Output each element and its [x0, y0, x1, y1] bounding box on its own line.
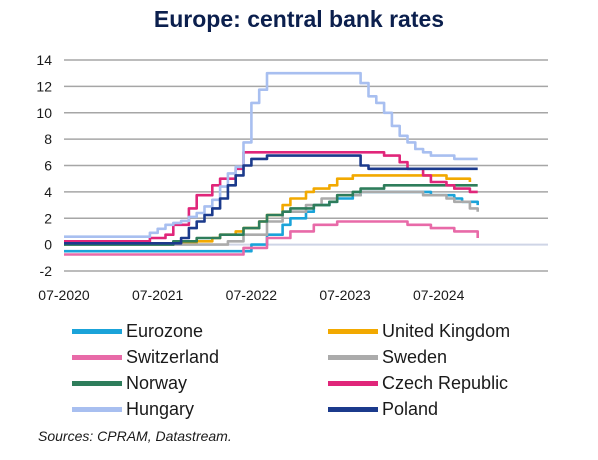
legend: Eurozone United Kingdom Switzerland Sweden N… [0, 318, 598, 428]
legend-label: Switzerland [126, 346, 220, 367]
legend-item: Czech Republic [328, 370, 508, 396]
y-tick-label: 4 [44, 184, 52, 200]
legend-label: Poland [382, 398, 439, 419]
y-tick-label: 6 [44, 158, 52, 174]
legend-item: Switzerland [72, 344, 219, 370]
legend-item: Poland [328, 396, 438, 422]
series-line-hungary [64, 71, 478, 238]
series-line-poland [64, 154, 478, 245]
y-tick-label: 10 [36, 105, 52, 121]
series-line-switzerland [64, 220, 480, 256]
x-tick-label: 07-2020 [38, 287, 90, 303]
y-tick-label: 0 [44, 237, 52, 253]
x-tick-label: 07-2023 [319, 287, 371, 303]
y-tick-label: -2 [40, 263, 53, 279]
legend-item: Norway [72, 370, 187, 396]
legend-swatch [328, 380, 378, 386]
rates-chart: -2 0 2 4 6 8 10 12 14 07-2020 07-2021 07-2022 07-202… [36, 52, 548, 303]
legend-label: Norway [126, 372, 188, 393]
x-tick-label: 07-2022 [226, 287, 278, 303]
legend-label: Czech Republic [382, 372, 509, 393]
series-line-norway [64, 184, 478, 246]
chart-title: Europe: central bank rates [153, 6, 445, 32]
legend-swatch [72, 380, 122, 386]
legend-swatch [328, 328, 378, 334]
legend-swatch [328, 406, 378, 412]
legend-label: Sweden [382, 346, 448, 367]
legend-swatch [72, 406, 122, 412]
y-tick-label: 12 [36, 78, 52, 94]
legend-swatch [72, 328, 122, 334]
y-tick-label: 14 [36, 52, 52, 68]
y-tick-label: 2 [44, 210, 52, 226]
legend-label: United Kingdom [382, 320, 511, 341]
legend-item: Sweden [328, 344, 447, 370]
y-tick-label: 8 [44, 131, 52, 147]
legend-item: United Kingdom [328, 318, 510, 344]
legend-label: Eurozone [126, 320, 204, 341]
legend-item: Hungary [72, 396, 194, 422]
source-note: Sources: CPRAM, Datastream. [38, 428, 232, 444]
legend-label: Hungary [126, 398, 195, 419]
x-tick-label: 07-2024 [413, 287, 465, 303]
legend-swatch [72, 354, 122, 360]
legend-swatch [328, 354, 378, 360]
legend-item: Eurozone [72, 318, 203, 344]
x-tick-label: 07-2021 [132, 287, 184, 303]
